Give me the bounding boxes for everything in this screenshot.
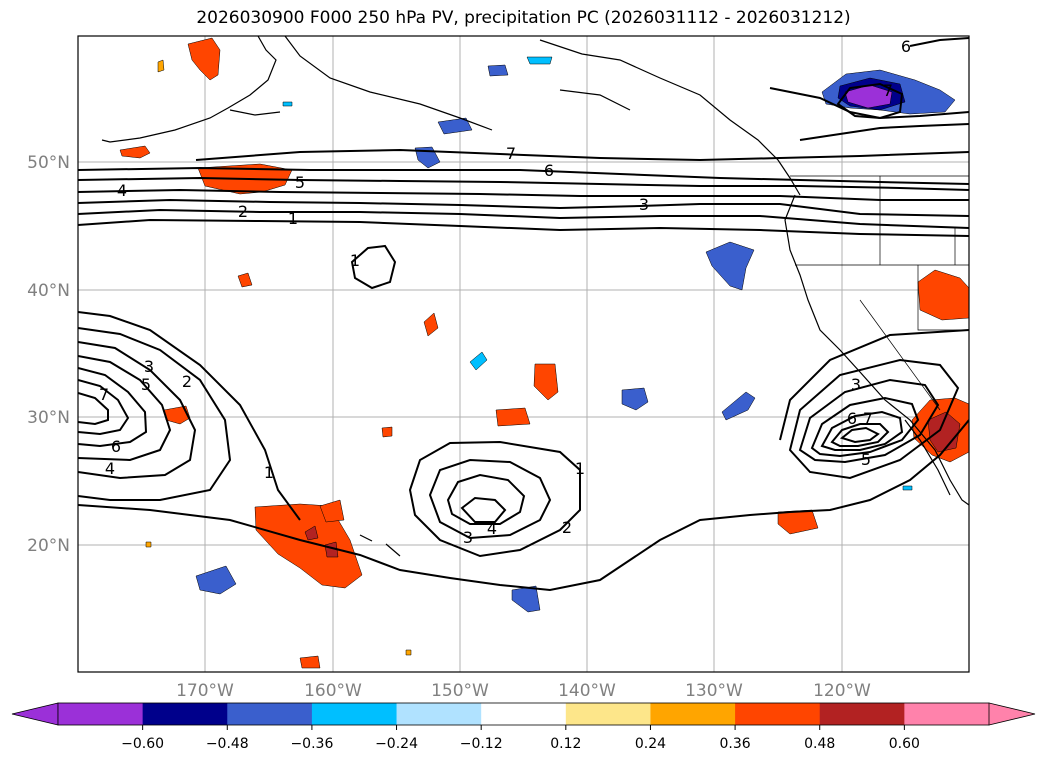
colorbar-tick-label: −0.60 [121, 736, 164, 752]
colorbar-cell [650, 703, 736, 725]
lon-tick-label: 120°W [813, 681, 871, 701]
political-borders [790, 175, 969, 411]
colorbar-cell [904, 703, 990, 725]
contour-label: 7 [863, 409, 873, 428]
colorbar-frame [57, 702, 990, 726]
colorbar-cell [565, 703, 651, 725]
contour-label: 4 [487, 519, 497, 538]
contour-label: 1 [264, 463, 274, 482]
contour-label: 6 [901, 37, 911, 56]
contour-label: 4 [105, 459, 115, 478]
contour-label: 5 [295, 173, 305, 192]
contour-label: 1 [575, 459, 585, 478]
contour-label: 7 [883, 81, 893, 100]
precip-shading [119, 37, 969, 669]
lat-tick-label: 30°N [27, 408, 70, 428]
contour-label: 3 [144, 357, 154, 376]
contour-label: 7 [506, 144, 516, 163]
contour-labels: 6 7 7 6 4 5 2 1 3 1 3 2 5 7 6 4 1 1 3 4 … [99, 37, 911, 547]
colorbar-over-triangle [988, 702, 1036, 726]
colorbar-tick-label: −0.36 [290, 736, 333, 752]
lon-tick-label: 170°W [176, 681, 234, 701]
colorbar: −0.60 −0.48 −0.36 −0.24 −0.12 0.12 0.24 0.36 0.4… [11, 702, 1036, 752]
colorbar-cell [819, 703, 905, 725]
colorbar-under-triangle [11, 702, 59, 726]
colorbar-ticks: −0.60 −0.48 −0.36 −0.24 −0.12 0.12 0.24 0.36 0.4… [121, 725, 920, 752]
colorbar-cell [142, 703, 228, 725]
contour-label: 3 [463, 528, 473, 547]
colorbar-tick-label: 0.60 [889, 736, 920, 752]
colorbar-cell [481, 703, 567, 725]
contour-label: 2 [562, 518, 572, 537]
colorbar-tick-label: 0.48 [804, 736, 835, 752]
colorbar-cell [735, 703, 821, 725]
contour-label: 6 [847, 409, 857, 428]
contour-label: 5 [861, 450, 871, 469]
contour-label: 3 [639, 195, 649, 214]
colorbar-tick-label: 0.24 [635, 736, 666, 752]
colorbar-cell [58, 703, 144, 725]
contour-label: 2 [238, 202, 248, 221]
colorbar-cell [396, 703, 482, 725]
lat-tick-label: 50°N [27, 153, 70, 173]
colorbar-tick-label: 0.36 [720, 736, 751, 752]
contour-label: 5 [141, 375, 151, 394]
pv-contours [78, 37, 969, 592]
map-frame [77, 35, 970, 673]
lat-tick-label: 20°N [27, 536, 70, 556]
longitude-labels: 170°W 160°W 150°W 140°W 130°W 120°W [176, 681, 871, 701]
colorbar-tick-label: −0.48 [206, 736, 249, 752]
colorbar-tick-label: 0.12 [550, 736, 581, 752]
coastlines [101, 36, 969, 557]
colorbar-cell [227, 703, 313, 725]
lat-tick-label: 40°N [27, 281, 70, 301]
lon-tick-label: 160°W [304, 681, 362, 701]
colorbar-cells [58, 703, 990, 725]
contour-label: 6 [111, 437, 121, 456]
contour-label: 4 [117, 181, 127, 200]
chart-title: 2026030900 F000 250 hPa PV, precipitatio… [196, 8, 851, 28]
contour-label: 3 [851, 375, 861, 394]
lon-tick-label: 140°W [558, 681, 616, 701]
contour-label: 7 [99, 385, 109, 404]
contour-label: 6 [544, 161, 554, 180]
colorbar-tick-label: −0.24 [375, 736, 418, 752]
lon-tick-label: 150°W [431, 681, 489, 701]
contour-label: 2 [182, 372, 192, 391]
latitude-labels: 50°N 40°N 30°N 20°N [27, 153, 70, 556]
contour-label: 1 [350, 251, 360, 270]
lon-tick-label: 130°W [685, 681, 743, 701]
colorbar-tick-label: −0.12 [460, 736, 503, 752]
contour-label: 1 [288, 209, 298, 228]
colorbar-cell [311, 703, 398, 725]
